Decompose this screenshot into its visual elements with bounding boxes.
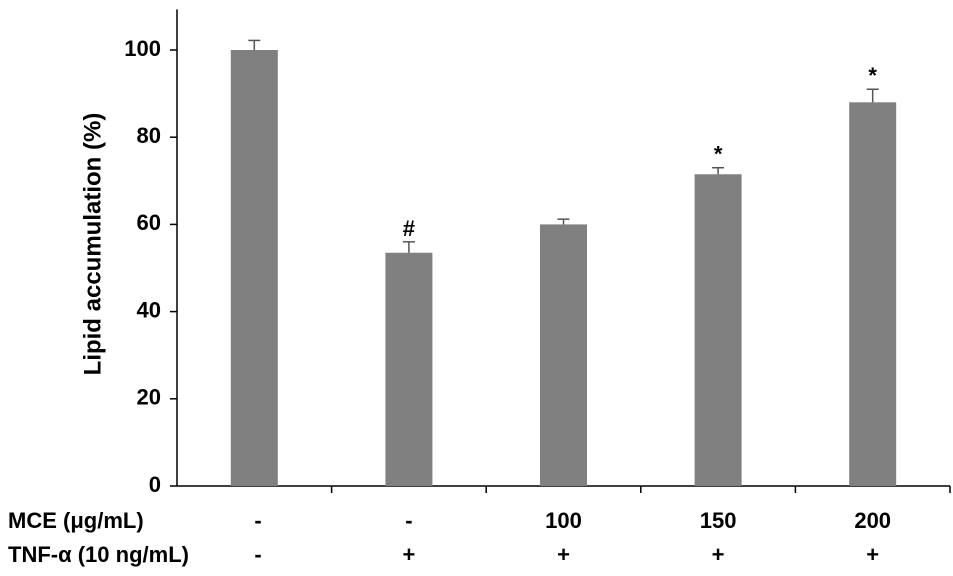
y-axis-label: Lipid accumulation (%) [79, 113, 106, 376]
treatment-cell-1-4: 150 [700, 508, 737, 533]
significance-mark-2: # [403, 216, 415, 241]
bar-2 [385, 252, 433, 486]
bar-1 [230, 50, 278, 486]
y-tick-label-40: 40 [137, 297, 161, 322]
bar-4 [694, 174, 742, 486]
treatment-cell-1-3: 100 [545, 508, 582, 533]
significance-mark-5: * [868, 63, 877, 88]
treatment-cell-2-5: + [866, 542, 879, 567]
treatment-row-label-1: MCE (μg/mL) [8, 508, 144, 533]
y-tick-label-80: 80 [137, 123, 161, 148]
bar-3 [540, 224, 587, 486]
bar-5 [849, 102, 897, 486]
treatment-cell-2-2: + [402, 542, 415, 567]
treatment-row-label-2: TNF-α (10 ng/mL) [8, 542, 189, 567]
treatment-cell-2-4: + [712, 542, 725, 567]
treatment-cell-1-5: 200 [854, 508, 891, 533]
y-tick-label-100: 100 [124, 36, 161, 61]
treatment-cell-1-1: - [254, 508, 261, 533]
treatment-cell-2-3: + [557, 542, 570, 567]
treatment-cell-1-2: - [405, 508, 412, 533]
treatment-cell-2-1: - [254, 542, 261, 567]
y-tick-label-0: 0 [149, 472, 161, 497]
y-tick-label-20: 20 [137, 385, 161, 410]
significance-mark-4: * [714, 142, 723, 167]
y-tick-label-60: 60 [137, 210, 161, 235]
plot-area: 0 20 40 60 80 100 # * * MCE (μg/mL) - - 100 150 200 TNF… [8, 9, 951, 567]
